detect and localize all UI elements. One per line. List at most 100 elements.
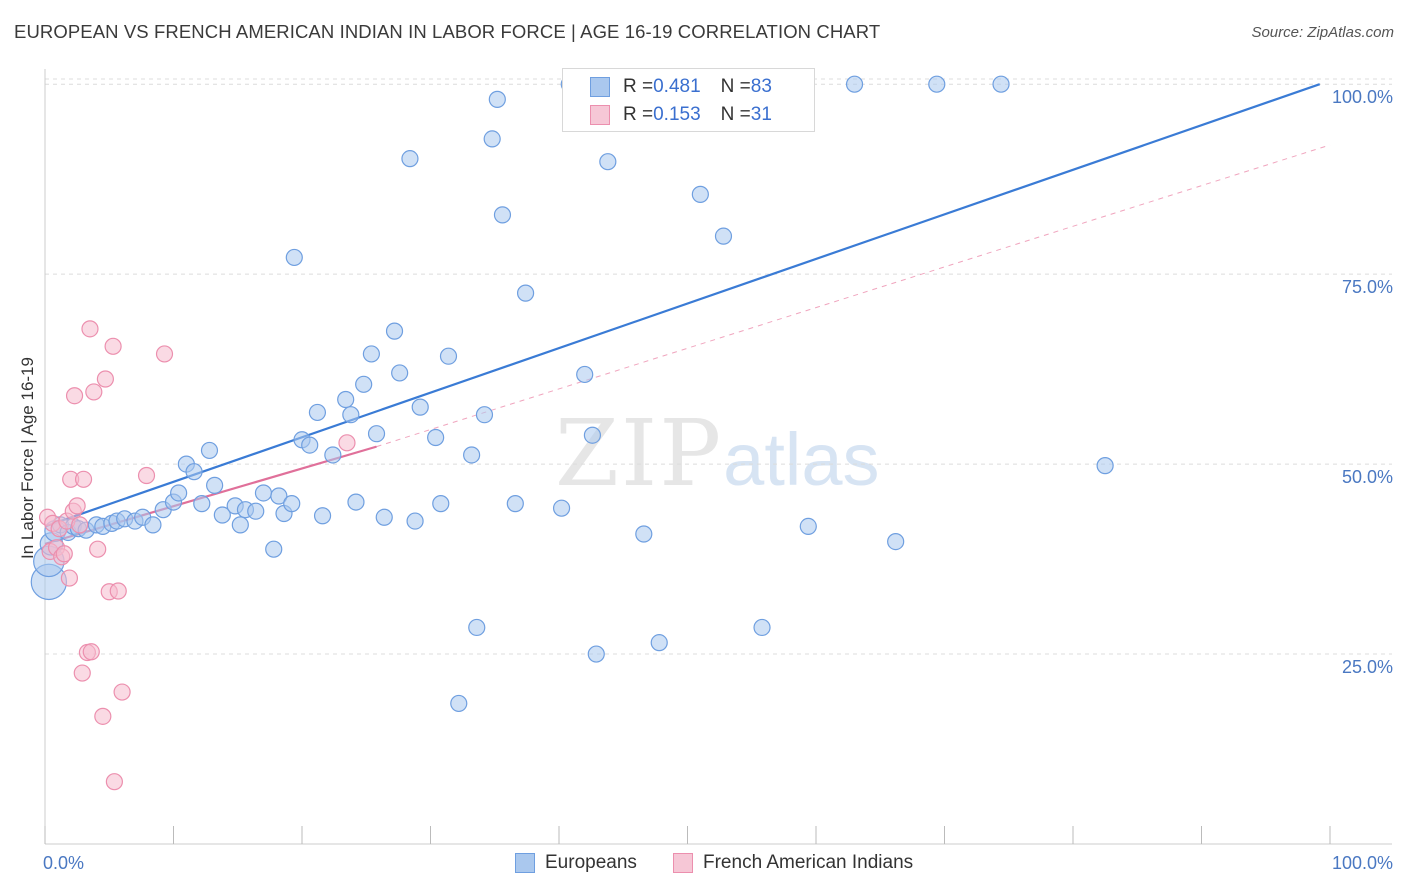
european-point (450, 694, 468, 713)
european-point (488, 90, 506, 108)
european-point (301, 436, 319, 454)
european-point (483, 130, 501, 148)
bottom-legend-label: Europeans (545, 852, 637, 873)
european-point (193, 495, 211, 513)
european-point (992, 75, 1010, 93)
european-point (576, 365, 594, 384)
european-point (367, 425, 386, 443)
legend-swatch-blue (590, 77, 610, 97)
european-point (516, 284, 535, 302)
european-point (342, 406, 360, 424)
legend-r-label: R = (623, 104, 654, 125)
french-american-indian-point (65, 387, 84, 405)
bottom-legend-europeans[interactable]: Europeans (515, 852, 637, 874)
european-point (144, 516, 162, 534)
french-american-indian-point (96, 370, 114, 388)
european-point (714, 227, 733, 245)
french-american-indian-point (338, 434, 356, 452)
european-point (185, 463, 203, 481)
french-american-indian-point (137, 466, 156, 485)
legend-r-label: R = (623, 76, 654, 97)
european-point (691, 185, 709, 203)
european-point (270, 487, 288, 505)
european-point (753, 618, 771, 637)
european-trend-line (44, 83, 1321, 528)
y-tick-label: 75.0% (1342, 277, 1393, 297)
european-point (385, 322, 404, 340)
bottom-legend-swatch-pink (673, 853, 693, 873)
legend-n-value: 31 (750, 104, 772, 125)
legend-r-value: 0.153 (653, 104, 701, 125)
french-american-indian-point (155, 345, 174, 363)
french-american-indian-point (60, 569, 79, 587)
x-tick-label: 100.0% (1332, 853, 1393, 873)
french-american-indian-point (82, 643, 100, 661)
european-point (887, 532, 905, 551)
french-american-indian-point (71, 516, 89, 534)
european-point (401, 150, 419, 168)
european-point (375, 508, 393, 526)
x-tick-label: 0.0% (43, 853, 84, 873)
french-american-indian-point (105, 773, 123, 791)
european-point (247, 502, 265, 520)
french-american-indian-point (94, 707, 112, 725)
european-point (506, 495, 524, 513)
french-american-indian-point (55, 545, 73, 563)
european-point (587, 645, 605, 663)
european-point (254, 484, 273, 502)
european-point (411, 398, 429, 416)
source-credit: Source: ZipAtlas.com (1251, 24, 1394, 41)
european-point (206, 476, 224, 494)
correlation-legend: R = 0.481 N = 83 R = 0.153 N = 31 (562, 68, 815, 132)
european-point (427, 428, 445, 447)
data-points (30, 75, 1114, 791)
european-point (928, 75, 946, 93)
european-point (313, 507, 332, 525)
european-point (635, 525, 653, 543)
watermark-zip: ZIP (555, 400, 724, 507)
european-point (213, 506, 231, 524)
european-point (463, 446, 481, 464)
european-point (650, 634, 668, 652)
european-point (391, 364, 409, 382)
y-tick-label: 50.0% (1342, 467, 1393, 487)
legend-r-value: 0.481 (653, 76, 701, 97)
european-point (355, 375, 373, 393)
bottom-legend-label: French American Indians (703, 852, 914, 873)
european-point (231, 516, 249, 534)
trend-lines (44, 83, 1331, 545)
legend-swatch-pink (590, 105, 610, 125)
legend-row-french: R = 0.153 N = 31 (563, 100, 772, 130)
french-american-indian-point (74, 470, 93, 488)
french-american-indian-point (89, 540, 107, 558)
european-point (308, 403, 327, 422)
watermark: ZIPatlas (555, 400, 879, 507)
french-american-indian-point (73, 664, 91, 682)
european-point (583, 426, 602, 444)
european-point (285, 248, 303, 267)
watermark-atlas: atlas (723, 418, 880, 501)
legend-row-europeans: R = 0.481 N = 83 (563, 72, 772, 102)
french-american-indian-point (68, 497, 86, 515)
european-point (845, 75, 864, 93)
european-point (468, 618, 486, 637)
european-point (1096, 457, 1114, 475)
grid-lines (45, 78, 1392, 655)
legend-n-label: N = (720, 104, 751, 125)
european-point (406, 512, 424, 530)
european-point (362, 345, 380, 363)
french-american-indian-point (113, 683, 131, 701)
european-point (265, 540, 283, 558)
french-american-indian-point (81, 320, 99, 338)
legend-n-value: 83 (750, 76, 772, 97)
french-trend-extension (376, 144, 1331, 448)
y-tick-label: 100.0% (1332, 87, 1393, 107)
bottom-legend-french[interactable]: French American Indians (673, 852, 913, 874)
y-tick-label: 25.0% (1342, 657, 1393, 677)
french-american-indian-point (104, 337, 122, 355)
chart-title: EUROPEAN VS FRENCH AMERICAN INDIAN IN LA… (14, 21, 881, 42)
european-point (552, 499, 571, 517)
tick-labels: 25.0% 50.0% 75.0% 100.0% 0.0% 100.0% (43, 87, 1393, 873)
bottom-legend-swatch-blue (515, 853, 535, 873)
